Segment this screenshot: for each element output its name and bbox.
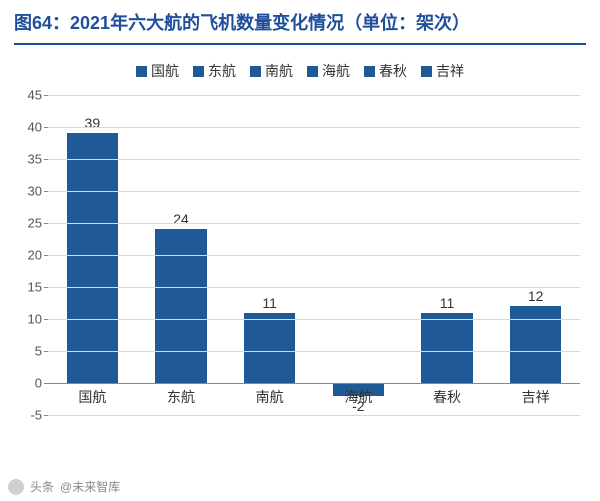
y-tick-mark [44, 191, 48, 192]
bar [155, 229, 206, 383]
bar-value-label: 39 [85, 115, 101, 131]
figure-container: 图64：2021年六大航的飞机数量变化情况（单位：架次） 国航东航南航海航春秋吉… [0, 0, 600, 501]
grid-line [48, 415, 580, 416]
bar [421, 313, 472, 383]
bar [67, 133, 118, 383]
legend-label: 南航 [265, 61, 293, 81]
legend-item: 吉祥 [421, 61, 464, 81]
bar [510, 306, 561, 383]
y-tick-label: 40 [14, 120, 42, 135]
x-category-label: 南航 [256, 387, 284, 407]
chart-legend: 国航 东航 南航 海航 春秋 吉祥 [14, 61, 586, 81]
legend-swatch-icon [136, 66, 147, 77]
y-tick-label: 0 [14, 376, 42, 391]
source-logo-icon [8, 479, 24, 495]
legend-swatch-icon [193, 66, 204, 77]
y-tick-mark [44, 95, 48, 96]
grid-line [48, 95, 580, 96]
grid-line [48, 223, 580, 224]
y-tick-mark [44, 415, 48, 416]
chart-area: -5051015202530354045 392411-21112 国航东航南航… [48, 95, 580, 415]
chart-title: 图64：2021年六大航的飞机数量变化情况（单位：架次） [14, 10, 586, 37]
title-underline [14, 43, 586, 45]
y-tick-label: 10 [14, 312, 42, 327]
legend-swatch-icon [421, 66, 432, 77]
y-tick-label: 35 [14, 152, 42, 167]
bar-value-label: 12 [528, 288, 544, 304]
grid-line [48, 159, 580, 160]
bar-value-label: 11 [262, 295, 277, 311]
y-tick-mark [44, 319, 48, 320]
x-category-label: 海航 [344, 387, 372, 407]
legend-label: 春秋 [379, 61, 407, 81]
y-tick-label: 5 [14, 344, 42, 359]
grid-line [48, 287, 580, 288]
source-prefix: 头条 [30, 478, 54, 495]
legend-label: 东航 [208, 61, 236, 81]
x-category-label: 东航 [167, 387, 195, 407]
y-tick-label: 15 [14, 280, 42, 295]
x-category-label: 国航 [78, 387, 106, 407]
y-tick-label: 30 [14, 184, 42, 199]
legend-label: 国航 [151, 61, 179, 81]
legend-item: 南航 [250, 61, 293, 81]
legend-swatch-icon [250, 66, 261, 77]
y-tick-label: -5 [14, 408, 42, 423]
grid-line [48, 191, 580, 192]
y-tick-label: 25 [14, 216, 42, 231]
y-axis: -5051015202530354045 [14, 95, 48, 415]
x-category-label: 吉祥 [522, 387, 550, 407]
y-tick-mark [44, 223, 48, 224]
bar [244, 313, 295, 383]
legend-swatch-icon [307, 66, 318, 77]
zero-axis-line [48, 383, 580, 384]
y-tick-label: 20 [14, 248, 42, 263]
y-tick-label: 45 [14, 88, 42, 103]
grid-line [48, 351, 580, 352]
legend-label: 海航 [322, 61, 350, 81]
grid-line [48, 127, 580, 128]
bar-value-label: 24 [173, 211, 189, 227]
x-category-label: 春秋 [433, 387, 461, 407]
grid-line [48, 255, 580, 256]
legend-item: 东航 [193, 61, 236, 81]
source-name: @未来智库 [60, 478, 120, 495]
y-tick-mark [44, 159, 48, 160]
grid-line [48, 319, 580, 320]
legend-item: 国航 [136, 61, 179, 81]
legend-label: 吉祥 [436, 61, 464, 81]
bar-value-label: 11 [440, 295, 455, 311]
y-tick-mark [44, 127, 48, 128]
legend-item: 春秋 [364, 61, 407, 81]
legend-swatch-icon [364, 66, 375, 77]
legend-item: 海航 [307, 61, 350, 81]
y-tick-mark [44, 351, 48, 352]
source-footer: 头条 @未来智库 [8, 478, 120, 495]
y-tick-mark [44, 255, 48, 256]
y-tick-mark [44, 287, 48, 288]
